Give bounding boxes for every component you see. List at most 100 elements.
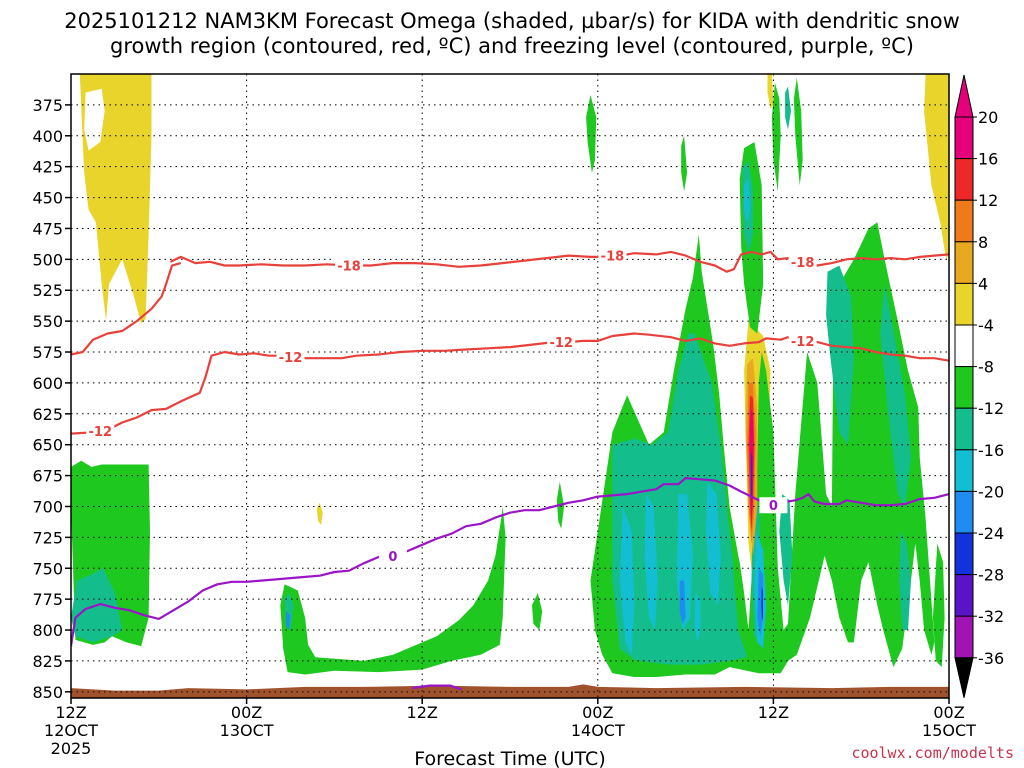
omega-region-21 [785, 86, 791, 130]
contour-label-bg [547, 334, 576, 351]
omega-region-42 [761, 586, 763, 621]
x-tick-year: 2025 [51, 739, 92, 758]
contour-freezing-3 [71, 477, 949, 647]
y-tick-label: 475 [32, 219, 63, 238]
y-tick-label: 825 [32, 652, 63, 671]
contour-dgz-0 [170, 250, 949, 273]
y-tick-label: 450 [32, 189, 63, 208]
y-tick-label: 600 [32, 374, 63, 393]
y-tick-label: 500 [32, 250, 63, 269]
colorbar-label: 12 [978, 191, 998, 210]
omega-region-27 [619, 506, 635, 655]
chart-title-line2: growth region (contoured, red, ºC) and f… [110, 34, 914, 58]
colorbar-label: -32 [978, 607, 1004, 626]
colorbar-label: 4 [978, 274, 988, 293]
ground-surface [71, 684, 949, 698]
colorbar-label: -16 [978, 441, 1004, 460]
omega-region-4 [316, 502, 323, 525]
colorbar-segment [954, 282, 974, 326]
omega-region-22 [826, 265, 854, 445]
x-tick-date: 15OCT [922, 721, 976, 740]
omega-region-41 [750, 450, 753, 503]
y-tick-label: 400 [32, 127, 63, 146]
omega-region-8 [586, 95, 597, 173]
omega-region-2 [924, 74, 949, 260]
x-tick-time: 00Z [231, 703, 262, 722]
colorbar: 20 16 12 8 4 -4 -8 -12 -16 -20 -24 -28 -32 -36 [954, 74, 1004, 698]
y-axis: 375 400 425 450 475 500 525 550 575 600 625 650 675 7… [32, 96, 71, 702]
contour-label: 0 [769, 499, 778, 514]
colorbar-label: 8 [978, 233, 988, 252]
contour-label-bg [788, 253, 817, 270]
colorbar-segment [954, 532, 974, 576]
colorbar-label: -4 [978, 316, 994, 335]
omega-region-36 [286, 611, 291, 630]
y-tick-label: 575 [32, 343, 63, 362]
x-tick-date: 12OCT [44, 721, 98, 740]
x-tick-time: 00Z [582, 703, 613, 722]
ground-layer [71, 684, 949, 698]
colorbar-segment [954, 158, 974, 201]
y-tick-label: 550 [32, 312, 63, 331]
omega-region-3 [767, 74, 774, 109]
colorbar-segment [954, 615, 974, 659]
contour-label: -12 [791, 335, 815, 350]
colorbar-segment [954, 116, 974, 160]
contour-lines: -18 -18 -18 -12 -12 -12 -12 0 0 [71, 247, 949, 691]
colorbar-label: 16 [978, 150, 998, 169]
y-tick-label: 675 [32, 467, 63, 486]
omega-region-23 [880, 284, 911, 507]
contour-freezing-4 [411, 684, 463, 691]
plot-area: -18 -18 -18 -12 -12 -12 -12 0 0 [71, 74, 949, 698]
contour-label: -18 [337, 260, 361, 275]
colorbar-segment [954, 449, 974, 492]
omega-region-7 [280, 506, 506, 675]
contour-label: -18 [791, 256, 815, 271]
colorbar-label: -28 [978, 566, 1004, 585]
colorbar-segment [954, 366, 974, 409]
contour-label-bg [335, 257, 364, 274]
omega-region-25 [779, 494, 793, 606]
y-tick-label: 775 [32, 590, 63, 609]
omega-region-16 [932, 543, 945, 668]
omega-region-35 [679, 580, 686, 624]
contour-label: -12 [89, 425, 113, 440]
colorbar-segment [954, 199, 974, 243]
omega-region-24 [899, 531, 911, 630]
omega-region-30 [706, 481, 721, 606]
colorbar-label: 20 [978, 108, 998, 127]
colorbar-label: -24 [978, 524, 1004, 543]
y-tick-label: 650 [32, 436, 63, 455]
colorbar-segment [954, 241, 974, 284]
colorbar-segment [954, 324, 974, 368]
colorbar-bottom-arrow [954, 657, 974, 698]
y-tick-label: 725 [32, 528, 63, 547]
contour-dgz-1 [71, 262, 182, 356]
contour-label: -18 [601, 250, 625, 265]
colorbar-label: -20 [978, 482, 1004, 501]
x-tick-time: 12Z [758, 703, 789, 722]
y-tick-label: 625 [32, 405, 63, 424]
y-tick-label: 750 [32, 559, 63, 578]
colorbar-segment [954, 574, 974, 617]
contour-label-bg [378, 547, 407, 564]
x-tick-time: 12Z [55, 703, 86, 722]
contour-label-bg [788, 332, 817, 349]
y-tick-label: 425 [32, 158, 63, 177]
contour-label: -12 [549, 336, 573, 351]
x-tick-time: 00Z [933, 703, 964, 722]
y-tick-label: 800 [32, 621, 63, 640]
omega-region-13 [771, 82, 781, 192]
plot-frame [70, 73, 950, 699]
omega-region-28 [644, 494, 658, 630]
contour-label-bg [86, 423, 115, 440]
chart-title-line1: 2025101212 NAM3KM Forecast Omega (shaded… [64, 9, 960, 33]
contour-label-bg [598, 247, 627, 264]
y-tick-label: 700 [32, 497, 63, 516]
x-axis-title: Forecast Time (UTC) [414, 748, 605, 768]
omega-region-15 [681, 135, 688, 192]
x-tick-date: 13OCT [220, 721, 274, 740]
x-tick-date: 14OCT [571, 721, 625, 740]
